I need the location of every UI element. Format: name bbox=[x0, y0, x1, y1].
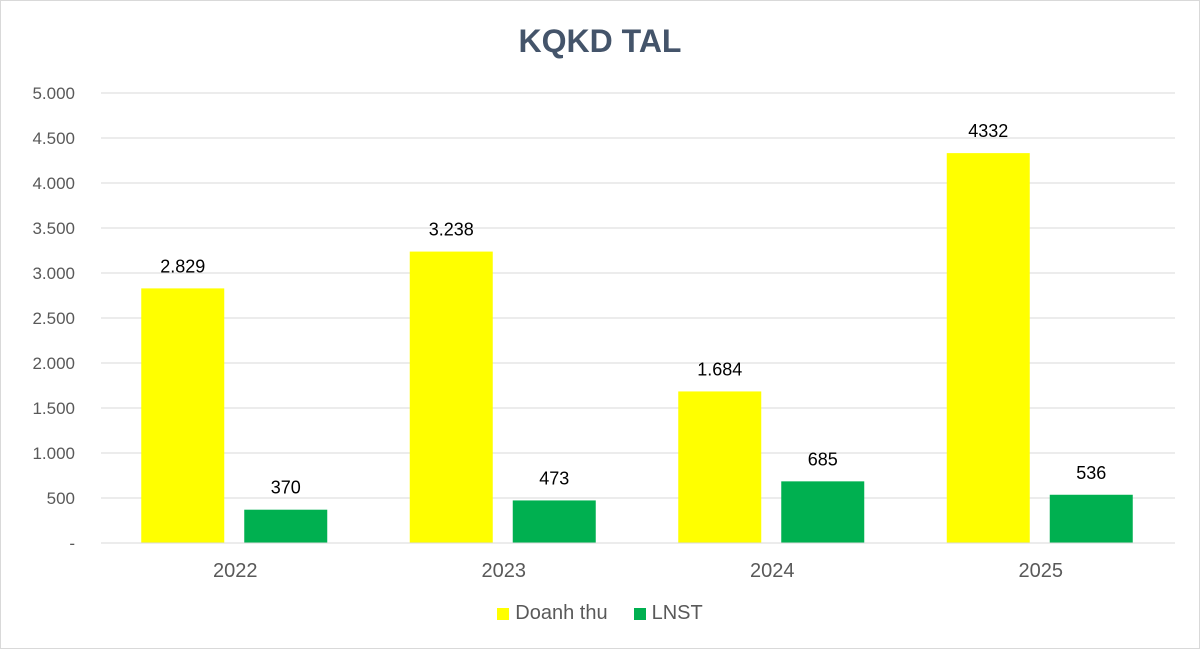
bar bbox=[678, 391, 762, 543]
data-label: 536 bbox=[1076, 463, 1106, 483]
y-tick-label: 2.500 bbox=[32, 309, 75, 328]
x-tick-label: 2025 bbox=[1019, 560, 1064, 582]
legend-item-doanh-thu: Doanh thu bbox=[497, 602, 608, 625]
bar bbox=[141, 288, 225, 543]
data-label: 370 bbox=[271, 478, 301, 498]
data-label: 473 bbox=[539, 468, 569, 488]
y-tick-label: 1.000 bbox=[32, 444, 75, 463]
chart-title: KQKD TAL bbox=[518, 23, 682, 59]
legend: Doanh thu LNST bbox=[1, 602, 1199, 625]
bar bbox=[946, 153, 1030, 543]
y-tick-label: 5.000 bbox=[32, 84, 75, 103]
x-tick-label: 2024 bbox=[750, 560, 795, 582]
legend-swatch-lnst bbox=[633, 607, 646, 620]
bar bbox=[409, 251, 493, 543]
legend-label-doanh-thu: Doanh thu bbox=[515, 602, 608, 624]
legend-label-lnst: LNST bbox=[651, 602, 703, 624]
bar bbox=[781, 481, 865, 543]
y-tick-label: 4.500 bbox=[32, 129, 75, 148]
y-tick-label: 2.000 bbox=[32, 354, 75, 373]
bar bbox=[244, 509, 328, 543]
data-label: 3.238 bbox=[429, 220, 474, 240]
y-tick-label: 500 bbox=[47, 489, 75, 508]
data-label: 2.829 bbox=[160, 256, 205, 276]
legend-swatch-doanh-thu bbox=[497, 607, 510, 620]
y-tick-label: 3.500 bbox=[32, 219, 75, 238]
y-tick-label: 3.000 bbox=[32, 264, 75, 283]
data-label: 4332 bbox=[968, 121, 1008, 141]
legend-item-lnst: LNST bbox=[633, 602, 703, 625]
x-tick-label: 2023 bbox=[482, 560, 527, 582]
y-tick-label: - bbox=[69, 534, 75, 553]
x-tick-label: 2022 bbox=[213, 560, 258, 582]
data-label: 685 bbox=[808, 449, 838, 469]
y-tick-label: 1.500 bbox=[32, 399, 75, 418]
y-tick-label: 4.000 bbox=[32, 174, 75, 193]
bar bbox=[512, 500, 596, 543]
bar bbox=[1049, 494, 1133, 543]
data-label: 1.684 bbox=[697, 359, 742, 379]
